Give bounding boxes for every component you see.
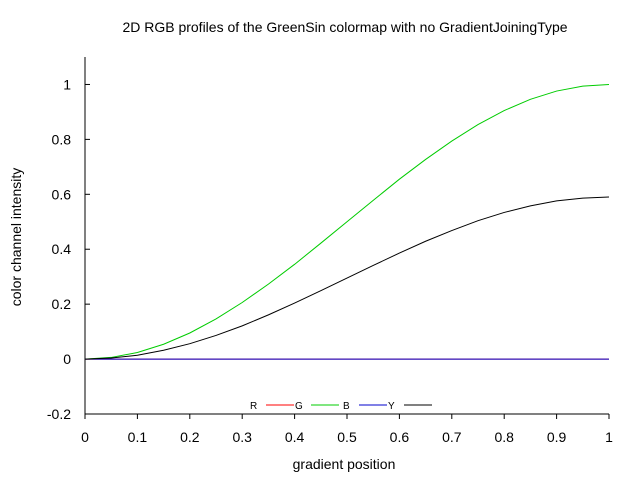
legend-label-y: Y [388, 401, 395, 412]
x-tick-label: 1 [605, 429, 613, 445]
x-tick-label: 0.3 [232, 429, 252, 445]
tick-labels: 0 0.1 0.2 0.3 0.4 0.5 0.6 0.7 0.8 0.9 1 -0.2 0 0.2 0.4… [47, 76, 613, 445]
x-tick-label: 0.5 [337, 429, 357, 445]
series-line-g [84, 83, 610, 360]
x-tick-label: 0 [81, 429, 89, 445]
x-tick-label: 0.9 [547, 429, 567, 445]
y-tick-label: 0.8 [52, 131, 72, 147]
x-tick-label: 0.2 [180, 429, 200, 445]
y-axis-label: color channel intensity [8, 168, 24, 307]
x-axis-label: gradient position [293, 456, 396, 472]
y-tick-label: 0 [63, 351, 71, 367]
axes [84, 57, 610, 419]
x-tick-label: 0.4 [285, 429, 305, 445]
legend-label-b: B [343, 401, 350, 412]
y-tick-label: 1 [63, 76, 71, 92]
x-tick-label: 0.6 [390, 429, 410, 445]
chart-title: 2D RGB profiles of the GreenSin colormap… [122, 19, 567, 35]
x-tick-label: 0.8 [494, 429, 514, 445]
series-lines [84, 83, 610, 360]
legend-label-r: R [250, 401, 257, 412]
y-tick-label: 0.2 [52, 296, 72, 312]
series-line-y [84, 196, 610, 360]
x-tick-label: 0.7 [442, 429, 462, 445]
x-tick-label: 0.1 [128, 429, 148, 445]
y-tick-label: -0.2 [47, 406, 71, 422]
y-tick-label: 0.4 [52, 241, 72, 257]
legend-label-g: G [295, 401, 303, 412]
y-tick-label: 0.6 [52, 186, 72, 202]
